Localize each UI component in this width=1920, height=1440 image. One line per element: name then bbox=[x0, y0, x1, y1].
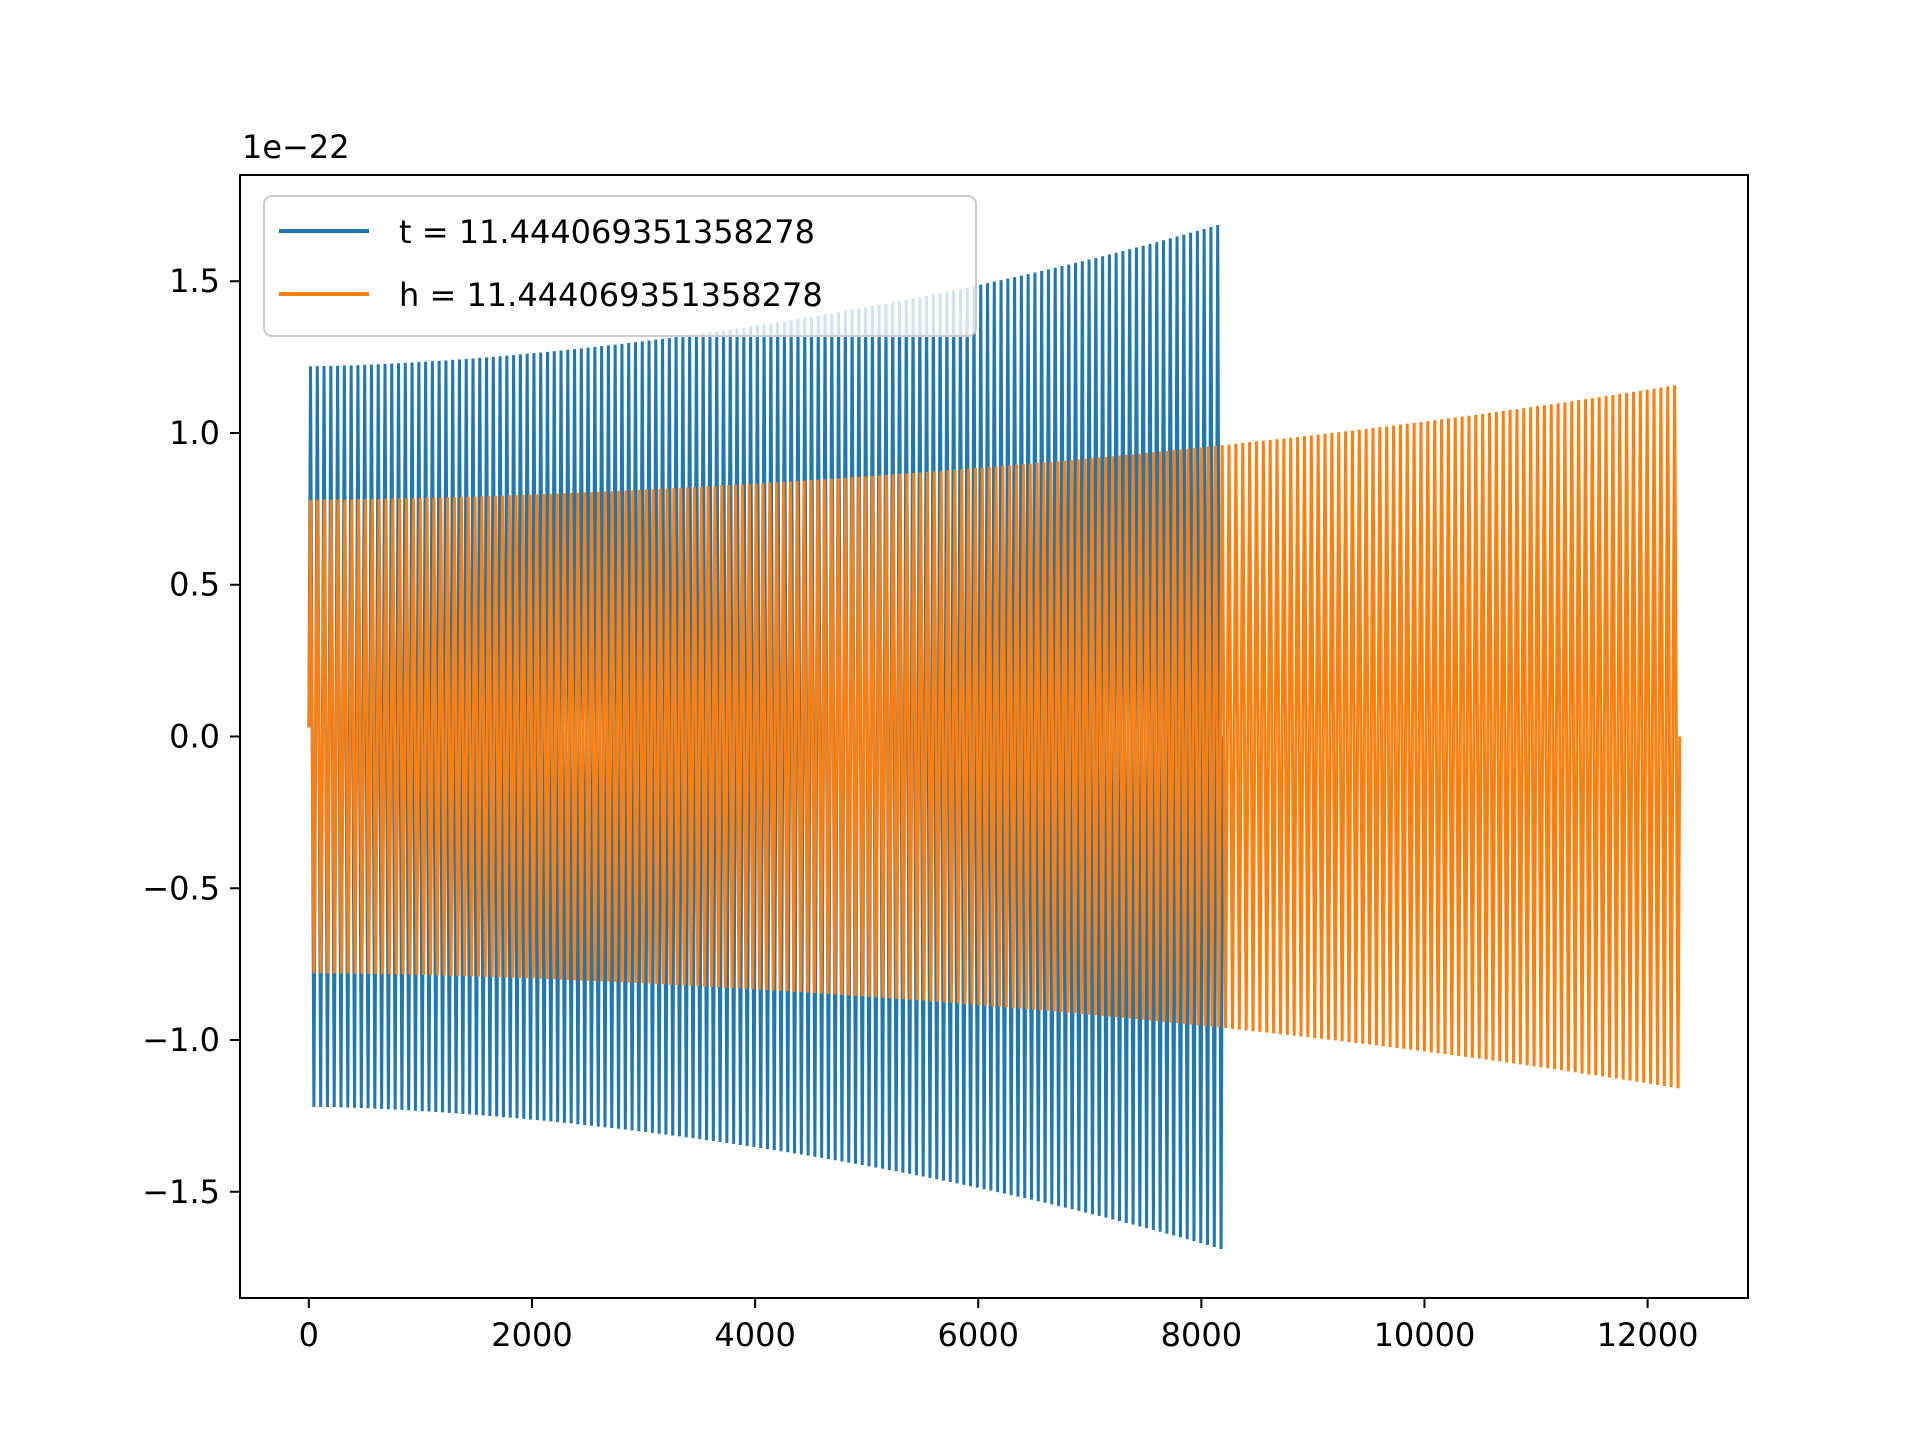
y-tick-label: −0.5 bbox=[142, 869, 220, 907]
series-layer bbox=[307, 225, 1682, 1249]
legend-label-t: t = 11.444069351358278 bbox=[399, 213, 815, 251]
legend: t = 11.444069351358278 h = 11.4440693513… bbox=[263, 195, 977, 337]
y-tick-label: −1.5 bbox=[142, 1173, 220, 1211]
y-tick-label: 1.5 bbox=[169, 262, 220, 300]
series-line-h bbox=[307, 385, 1682, 1089]
y-axis: 1.5 1.0 0.5 0.0 −0.5 −1.0 −1.5 bbox=[142, 262, 240, 1211]
y-offset-label: 1e−22 bbox=[242, 128, 350, 166]
x-tick-label: 6000 bbox=[937, 1316, 1018, 1354]
legend-label-h: h = 11.444069351358278 bbox=[399, 276, 823, 314]
x-tick-label: 4000 bbox=[714, 1316, 795, 1354]
y-tick-label: 0.5 bbox=[169, 566, 220, 604]
y-tick-label: −1.0 bbox=[142, 1021, 220, 1059]
x-tick-label: 8000 bbox=[1161, 1316, 1242, 1354]
y-tick-label: 0.0 bbox=[169, 718, 220, 756]
x-tick-label: 10000 bbox=[1374, 1316, 1476, 1354]
x-tick-label: 0 bbox=[299, 1316, 319, 1354]
x-axis: 0 2000 4000 6000 8000 10000 12000 bbox=[299, 1298, 1699, 1354]
x-tick-label: 12000 bbox=[1597, 1316, 1699, 1354]
x-tick-label: 2000 bbox=[491, 1316, 572, 1354]
y-tick-label: 1.0 bbox=[169, 414, 220, 452]
legend-frame bbox=[263, 195, 977, 337]
